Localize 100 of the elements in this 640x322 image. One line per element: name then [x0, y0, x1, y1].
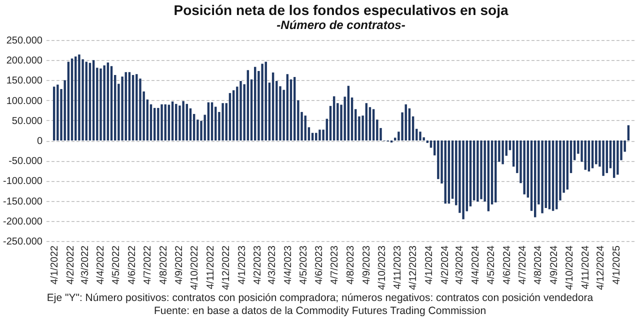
x-tick-label: 4/11/2024	[580, 245, 592, 290]
bar	[56, 84, 59, 140]
bar	[606, 140, 608, 174]
x-tick-label: 4/5/2023	[298, 245, 310, 284]
bar	[132, 74, 134, 140]
x-tick-label: 4/3/2023	[267, 245, 278, 284]
x-tick-label: 4/6/2024	[502, 245, 513, 284]
bar	[103, 65, 106, 140]
x-tick-label: 4/11/2022	[205, 245, 216, 290]
bar	[164, 104, 166, 140]
bar	[261, 64, 264, 140]
bar	[462, 140, 464, 220]
bar	[304, 116, 306, 140]
x-tick-label: 4/11/2023	[392, 245, 404, 290]
bar	[602, 140, 604, 176]
bar	[67, 62, 70, 140]
x-tick-label: 4/6/2022	[127, 245, 138, 284]
bar	[228, 93, 232, 140]
x-tick-label: 4/3/2022	[80, 245, 91, 284]
bar	[408, 108, 411, 140]
x-tick-label: 4/2/2022	[65, 245, 76, 284]
x-tick-label: 4/9/2023	[361, 245, 372, 284]
bar	[480, 140, 482, 200]
text: Eje "Y": Número positivos: contratos con posición compradora; números negativos: contratos con posición vendedora	[46, 292, 594, 305]
bar	[186, 104, 188, 140]
x-tick-label: 4/1/2024	[424, 245, 435, 284]
bar	[534, 140, 536, 218]
bar	[332, 96, 336, 140]
bar	[487, 140, 490, 212]
y-tick-label: -250.000	[3, 236, 43, 248]
bar	[52, 86, 56, 140]
bar	[595, 140, 598, 164]
bar	[207, 102, 210, 140]
bar	[365, 103, 368, 140]
x-tick-label: 4/10/2024	[564, 245, 576, 290]
bar	[616, 140, 619, 175]
bar	[541, 140, 544, 214]
x-tick-label: 4/6/2023	[314, 245, 326, 284]
bar	[182, 101, 184, 140]
bar	[110, 66, 113, 140]
bar	[264, 62, 267, 140]
y-tick-label: -50.000	[8, 156, 43, 168]
bar	[523, 140, 526, 194]
y-tick-label: 200.000	[6, 56, 43, 67]
y-tick-label: 0	[36, 136, 43, 147]
bar	[448, 140, 450, 204]
chart-title: Posición neta de los fondos especulativos en soja	[174, 2, 508, 18]
bar	[74, 56, 77, 140]
x-tick-label: 4/10/2022	[190, 245, 201, 290]
bar	[128, 72, 131, 140]
bar	[232, 90, 235, 140]
bar	[100, 68, 102, 140]
y-tick-label: 150.000	[6, 76, 43, 87]
bar	[286, 74, 289, 140]
bar	[548, 140, 551, 210]
bar	[175, 104, 178, 140]
x-tick-label: 4/2/2024	[440, 245, 451, 284]
bar	[556, 140, 558, 210]
bar	[153, 108, 156, 140]
bar	[347, 86, 350, 140]
bar	[85, 62, 88, 140]
y-tick-label: 100.000	[6, 96, 43, 107]
bar	[437, 140, 440, 180]
bar	[157, 108, 160, 140]
x-tick-label: 4/10/2023	[376, 245, 388, 290]
bar	[476, 140, 479, 202]
x-tick-label: 4/8/2023	[345, 245, 356, 284]
x-tick-label: 4/9/2024	[549, 245, 560, 284]
bar	[502, 140, 504, 164]
bar	[88, 62, 92, 140]
x-tick-label: 4/7/2024	[517, 245, 528, 284]
x-tick-label: 4/3/2024	[454, 245, 466, 284]
x-tick-label: 4/9/2022	[174, 245, 186, 284]
y-tick-label: 250.000	[6, 36, 43, 46]
x-tick-label: 4/5/2024	[486, 245, 497, 284]
x-tick-label: 4/1/2023	[236, 245, 248, 284]
bar	[136, 74, 138, 140]
bar	[78, 54, 80, 140]
bar	[189, 108, 192, 140]
x-tick-label: 4/4/2024	[470, 245, 482, 284]
bar	[168, 104, 170, 140]
x-tick-label: 4/8/2022	[158, 245, 170, 284]
bar	[246, 70, 250, 140]
bar	[584, 140, 586, 170]
x-tick-label: 4/1/2022	[50, 245, 61, 284]
bar	[92, 60, 95, 140]
x-tick-label: 4/4/2022	[96, 245, 107, 284]
bar	[318, 130, 321, 140]
bar	[272, 72, 274, 140]
bar	[552, 140, 554, 211]
bar	[404, 104, 407, 140]
bar	[70, 58, 74, 140]
bar	[494, 140, 497, 202]
y-tick-label: -150.000	[3, 196, 43, 208]
x-tick-label: 4/7/2023	[330, 245, 341, 284]
chart-subtitle: -Número de contratos-	[276, 18, 406, 32]
x-tick-label: 4/1/2025	[612, 245, 623, 284]
bar	[214, 106, 217, 140]
bar	[124, 72, 127, 140]
bar	[222, 103, 224, 140]
